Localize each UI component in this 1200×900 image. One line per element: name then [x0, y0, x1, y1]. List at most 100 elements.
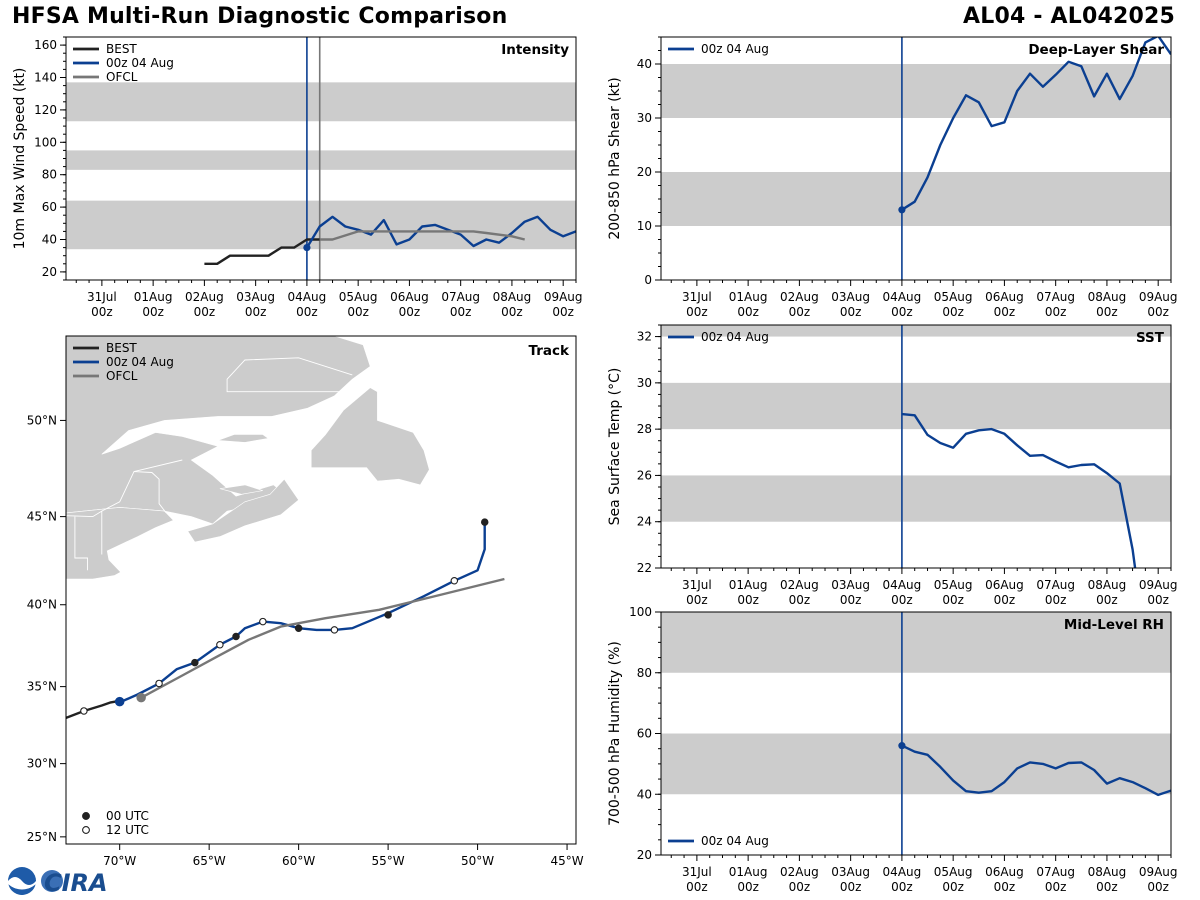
sst-x-tick-label: 04Aug: [883, 578, 922, 592]
track-x-tick-label: 70°W: [103, 854, 136, 868]
track-position-marker: [480, 518, 489, 526]
intensity-plot-area: [66, 37, 576, 280]
intensity-x-tick-label: 08Aug: [493, 290, 532, 304]
land-polygon: [66, 336, 371, 525]
rh-x-tick-label: 00z: [994, 880, 1016, 894]
shear-x-tick-label: 00z: [891, 305, 913, 319]
intensity-init-point: [303, 244, 311, 252]
intensity-x-tick-label: 02Aug: [185, 290, 224, 304]
shear-x-tick-label: 02Aug: [780, 290, 819, 304]
shear-x-tick-label: 00z: [686, 305, 708, 319]
track-marker-legend-swatch: [82, 826, 90, 834]
intensity-series-00z-04-aug: [305, 215, 576, 249]
intensity-x-tick-label: 00z: [296, 305, 318, 319]
sst-x-tick-label: 00z: [737, 593, 759, 607]
rh-panel-title: Mid-Level RH: [1064, 617, 1164, 633]
shear-x-tick-label: 04Aug: [883, 290, 922, 304]
intensity-y-axis-label: 10m Max Wind Speed (kt): [12, 68, 28, 250]
storm-id-title: AL04 - AL042025: [963, 4, 1175, 29]
intensity-legend-label: 00z 04 Aug: [106, 56, 174, 70]
shear-x-tick-label: 07Aug: [1036, 290, 1075, 304]
shear-x-tick-label: 08Aug: [1088, 290, 1127, 304]
intensity-x-tick-label: 31Jul: [87, 290, 117, 304]
intensity-series-ofcl: [319, 230, 525, 241]
rh-y-tick-label: 40: [637, 787, 652, 801]
intensity-x-tick-label: 00z: [142, 305, 164, 319]
sst-x-tick-label: 01Aug: [729, 578, 768, 592]
rh-x-tick-label: 00z: [789, 880, 811, 894]
shear-plot-area: [661, 37, 1171, 280]
intensity-x-tick-label: 06Aug: [390, 290, 429, 304]
rh-y-tick-label: 20: [637, 848, 652, 862]
land-polygon: [217, 434, 269, 443]
rh-plot-area: [661, 612, 1171, 855]
intensity-x-tick-label: 00z: [347, 305, 369, 319]
sst-y-tick-label: 24: [637, 515, 652, 529]
intensity-x-tick-label: 00z: [245, 305, 267, 319]
shear-y-tick-label: 20: [637, 165, 652, 179]
rh-x-tick-label: 06Aug: [985, 865, 1024, 879]
cira-logo: CIRA: [8, 867, 108, 896]
sst-x-tick-label: 05Aug: [934, 578, 973, 592]
rh-y-tick-label: 80: [637, 666, 652, 680]
intensity-y-tick-label: 120: [34, 103, 57, 117]
intensity-shaded-band: [66, 82, 576, 122]
sst-shaded-band: [661, 325, 1171, 337]
political-border: [226, 357, 353, 393]
shear-y-tick-label: 10: [637, 219, 652, 233]
track-position-marker: [384, 611, 392, 619]
track-marker-legend-swatch: [82, 812, 90, 820]
rh-x-tick-label: 00z: [1045, 880, 1067, 894]
political-border: [133, 459, 183, 473]
track-y-tick-label: 50°N: [27, 413, 57, 427]
intensity-y-tick-label: 140: [34, 71, 57, 85]
shear-panel: 31Jul00z01Aug00z02Aug00z03Aug00z04Aug00z…: [607, 36, 1178, 319]
track-00z-04-aug: [119, 522, 486, 704]
track-position-marker: [232, 632, 240, 641]
track-x-tick-label: 50°W: [461, 854, 494, 868]
rh-y-tick-label: 60: [637, 727, 652, 741]
intensity-legend-label: OFCL: [106, 70, 138, 84]
shear-x-tick-label: 01Aug: [729, 290, 768, 304]
shear-x-tick-label: 31Jul: [682, 290, 712, 304]
shear-x-tick-label: 00z: [840, 305, 862, 319]
sst-x-tick-label: 00z: [1147, 593, 1169, 607]
sst-y-tick-label: 28: [637, 422, 652, 436]
track-y-tick-label: 40°N: [27, 598, 57, 612]
sst-plot-area: [661, 325, 1171, 568]
sst-x-tick-label: 06Aug: [985, 578, 1024, 592]
sst-legend-label: 00z 04 Aug: [701, 330, 769, 344]
intensity-y-tick-label: 80: [42, 168, 57, 182]
intensity-legend-label: BEST: [106, 42, 137, 56]
track-position-marker: [80, 707, 88, 715]
intensity-x-tick-label: 00z: [91, 305, 113, 319]
rh-series-00z-04-aug: [901, 744, 1171, 797]
track-position-marker: [259, 617, 267, 626]
shear-x-tick-label: 00z: [994, 305, 1016, 319]
sst-x-tick-label: 00z: [1045, 593, 1067, 607]
sst-x-tick-label: 07Aug: [1036, 578, 1075, 592]
sst-x-tick-label: 03Aug: [831, 578, 870, 592]
track-position-marker: [216, 640, 224, 649]
shear-x-tick-label: 09Aug: [1139, 290, 1178, 304]
rh-x-tick-label: 00z: [840, 880, 862, 894]
intensity-y-tick-label: 40: [42, 233, 57, 247]
rh-x-tick-label: 00z: [942, 880, 964, 894]
rh-x-tick-label: 07Aug: [1036, 865, 1075, 879]
intensity-x-tick-label: 05Aug: [339, 290, 378, 304]
rh-shaded-band: [661, 733, 1171, 795]
track-position-marker: [294, 624, 303, 632]
intensity-x-tick-label: 03Aug: [236, 290, 275, 304]
sst-y-tick-label: 22: [637, 561, 652, 575]
rh-shaded-band: [661, 612, 1171, 673]
sst-x-tick-label: 09Aug: [1139, 578, 1178, 592]
sst-shaded-band: [661, 382, 1171, 430]
intensity-panel: 31Jul00z01Aug00z02Aug00z03Aug00z04Aug00z…: [12, 36, 583, 319]
shear-y-tick-label: 30: [637, 111, 652, 125]
intensity-y-tick-label: 100: [34, 135, 57, 149]
rh-x-tick-label: 00z: [737, 880, 759, 894]
rh-x-tick-label: 00z: [1096, 880, 1118, 894]
sst-axes-frame: [660, 324, 1172, 569]
track-position-marker: [114, 696, 125, 707]
